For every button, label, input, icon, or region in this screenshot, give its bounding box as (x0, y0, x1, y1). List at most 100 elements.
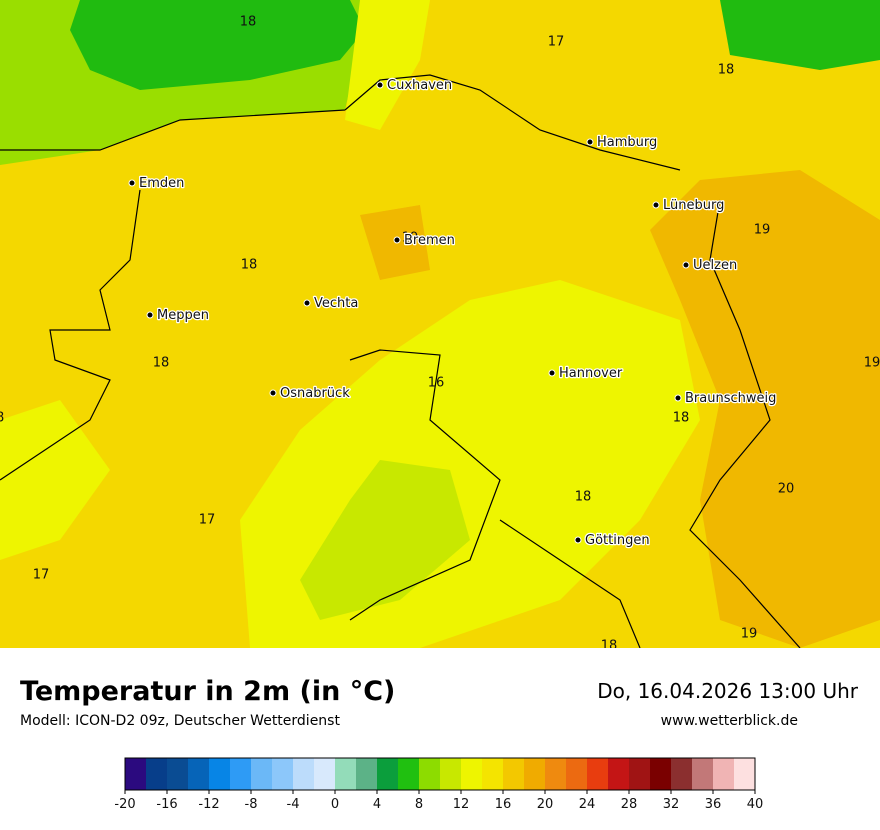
colorbar-tick-label: 28 (621, 797, 638, 812)
map-value-label: 18 (0, 411, 4, 426)
map: 18 17 18 19 18 19 18 16 19 18 18 18 20 17 17 19 18 Cuxhav… (0, 0, 880, 654)
borders (0, 74, 801, 648)
city-dot (682, 261, 690, 269)
colorbar-segment (671, 758, 693, 790)
sea-area-cool (720, 0, 880, 70)
cool-zone-2 (300, 460, 470, 620)
colorbar-segment (734, 758, 756, 790)
colorbar-segment (377, 758, 399, 790)
colorbar-segment (230, 758, 252, 790)
colorbar-segment (545, 758, 567, 790)
colorbar-tick-label: 4 (373, 797, 381, 812)
colorbar-tick-label: 0 (331, 797, 339, 812)
city-label: Osnabrück (280, 386, 350, 401)
city-dot (652, 201, 660, 209)
colorbar-tick-label: -16 (156, 797, 177, 812)
colorbar-segment (461, 758, 483, 790)
city-label: Göttingen (585, 533, 650, 548)
colorbar-tick-label: -20 (114, 797, 135, 812)
colorbar-tick-label: -12 (198, 797, 219, 812)
colorbar-segment (335, 758, 357, 790)
map-value-label: 18 (673, 411, 690, 426)
colorbar-segment (188, 758, 210, 790)
map-value-label: 18 (601, 639, 618, 654)
city-label: Emden (139, 176, 184, 191)
colorbar-segment (419, 758, 441, 790)
city-label: Vechta (314, 296, 358, 311)
map-value-label: 19 (402, 231, 419, 246)
city-dot (548, 369, 556, 377)
city-dot (146, 311, 154, 319)
colorbar-tick-label: 12 (453, 797, 470, 812)
colorbar-tick-label: 32 (663, 797, 680, 812)
city-dot (574, 536, 582, 544)
city-dot (128, 179, 136, 187)
city-label: Cuxhaven (387, 78, 452, 93)
colorbar-segment (356, 758, 378, 790)
website: www.wetterblick.de (661, 713, 798, 729)
subtitle: Modell: ICON-D2 09z, Deutscher Wetterdie… (20, 713, 340, 729)
colorbar-segment (587, 758, 609, 790)
map-value-label: 18 (718, 63, 735, 78)
colorbar-segment (482, 758, 504, 790)
colorbar-segment (167, 758, 189, 790)
map-value-label: 20 (778, 482, 795, 497)
city-label: Hamburg (597, 135, 657, 150)
map-value-label: 17 (33, 568, 50, 583)
map-value-label: 19 (754, 223, 771, 238)
city-dot (269, 389, 277, 397)
hot-zone (650, 170, 880, 648)
map-value-label: 18 (575, 490, 592, 505)
colorbar-tick-label: 40 (747, 797, 764, 812)
title: Temperatur in 2m (in °C) (20, 676, 395, 707)
city-dot (376, 81, 384, 89)
cool-zone (0, 400, 110, 560)
city-dot (303, 299, 311, 307)
city-dot (674, 394, 682, 402)
colorbar-segment (566, 758, 588, 790)
colorbar-tick-label: 24 (579, 797, 596, 812)
colorbar-segment (713, 758, 735, 790)
warm-zone (345, 0, 430, 130)
sea-area-cool (70, 0, 365, 90)
colorbar-segment (692, 758, 714, 790)
colorbar-tick-label: 16 (495, 797, 512, 812)
map-value-label: 18 (241, 258, 258, 273)
city-label: Meppen (157, 308, 209, 323)
colorbar-segment (209, 758, 231, 790)
city-dot (586, 138, 594, 146)
map-value-label: 18 (153, 356, 170, 371)
colorbar-segment (398, 758, 420, 790)
colorbar-segment (293, 758, 315, 790)
map-value-label: 16 (428, 376, 445, 391)
map-value-label: 19 (864, 356, 880, 371)
city-label: Uelzen (693, 258, 737, 273)
city-label: Hannover (559, 366, 623, 381)
map-value-label: 18 (240, 15, 257, 30)
colorbar-tick-label: 8 (415, 797, 423, 812)
city-dot (393, 236, 401, 244)
colorbar-segment (251, 758, 273, 790)
colorbar-segment (272, 758, 294, 790)
colorbar-frame (124, 757, 756, 791)
colorbar-segment (629, 758, 651, 790)
city-label: Bremen (404, 233, 455, 248)
colorbar-segment (440, 758, 462, 790)
colorbar-tick-label: 36 (705, 797, 722, 812)
map-value-label: 17 (199, 513, 216, 528)
map-value-label: 17 (548, 35, 565, 50)
colorbar-segment (146, 758, 168, 790)
colorbar-tick-label: -4 (287, 797, 300, 812)
colorbar-segment (314, 758, 336, 790)
date: Do, 16.04.2026 13:00 Uhr (597, 679, 859, 703)
colorbar-segment (524, 758, 546, 790)
city-label: Braunschweig (685, 391, 776, 406)
colorbar-tick-label: -8 (245, 797, 258, 812)
map-value-label: 19 (741, 627, 758, 642)
colorbar-segment (608, 758, 630, 790)
colorbar-segment (125, 758, 147, 790)
colorbar-segment (503, 758, 525, 790)
colorbar-segment (650, 758, 672, 790)
